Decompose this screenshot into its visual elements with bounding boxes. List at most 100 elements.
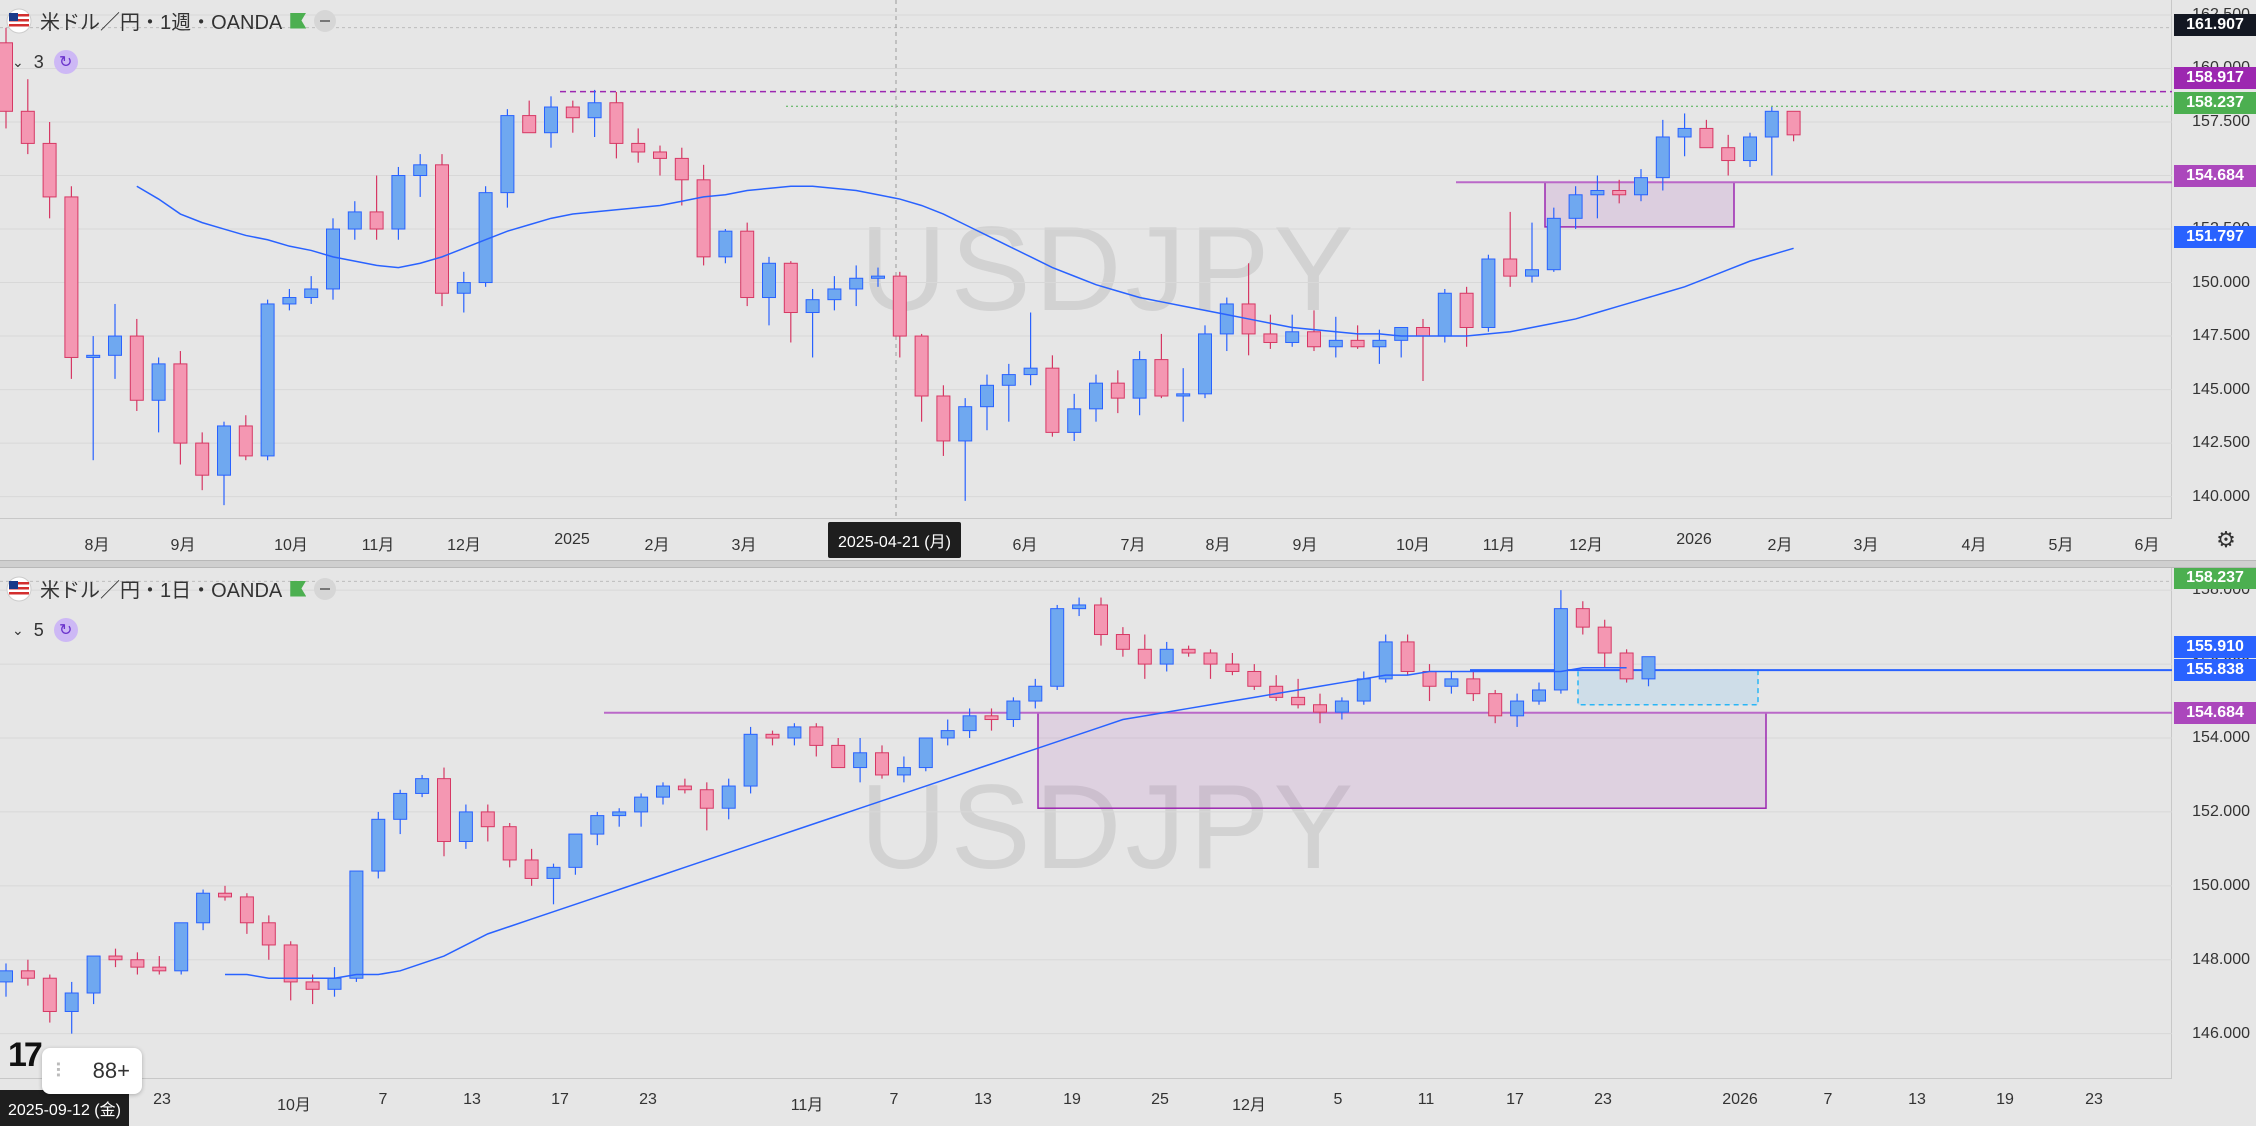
- candle[interactable]: [656, 782, 670, 805]
- candle[interactable]: [875, 745, 889, 779]
- candle[interactable]: [437, 767, 451, 857]
- weekly-chart-pane[interactable]: USDJPY 米ドル／円・1週・OANDA ⌄ 3 ↻ 162.500160.0…: [0, 0, 2256, 560]
- candle[interactable]: [196, 889, 211, 931]
- settings-gear-icon[interactable]: ⚙: [2216, 527, 2236, 552]
- candle[interactable]: [718, 229, 733, 264]
- candle[interactable]: [456, 271, 471, 313]
- candle[interactable]: [962, 708, 977, 738]
- candle[interactable]: [544, 96, 558, 148]
- refresh-icon[interactable]: ↻: [53, 618, 78, 642]
- candle[interactable]: [787, 723, 802, 746]
- candle[interactable]: [1263, 314, 1278, 349]
- candle[interactable]: [524, 848, 539, 886]
- candle[interactable]: [1269, 675, 1284, 702]
- candle[interactable]: [1394, 326, 1409, 358]
- candle[interactable]: [0, 963, 13, 997]
- candle[interactable]: [218, 885, 232, 901]
- candle[interactable]: [1372, 329, 1387, 364]
- candle[interactable]: [1154, 333, 1169, 399]
- candle[interactable]: [918, 737, 933, 772]
- candle[interactable]: [1612, 179, 1627, 204]
- candle[interactable]: [1655, 119, 1670, 191]
- candle[interactable]: [64, 186, 79, 379]
- candle[interactable]: [1525, 222, 1539, 283]
- candle[interactable]: [1137, 634, 1152, 679]
- candle[interactable]: [587, 89, 602, 137]
- candle[interactable]: [1006, 697, 1021, 727]
- candle[interactable]: [1510, 693, 1525, 727]
- hide-legend-button[interactable]: [314, 577, 337, 600]
- candle[interactable]: [1089, 374, 1103, 422]
- candle[interactable]: [1225, 653, 1240, 676]
- candle[interactable]: [590, 811, 605, 846]
- candle[interactable]: [1219, 297, 1234, 352]
- candle[interactable]: [831, 738, 846, 769]
- candle[interactable]: [1743, 132, 1757, 167]
- candle[interactable]: [1159, 641, 1174, 672]
- candle[interactable]: [130, 952, 145, 975]
- candle[interactable]: [762, 256, 776, 326]
- candle[interactable]: [1334, 697, 1349, 720]
- candle[interactable]: [853, 738, 868, 783]
- candle[interactable]: [1023, 312, 1038, 386]
- candle[interactable]: [174, 922, 189, 975]
- candle[interactable]: [984, 708, 999, 731]
- candle[interactable]: [783, 261, 798, 343]
- candle[interactable]: [1437, 288, 1452, 343]
- candle[interactable]: [1067, 393, 1082, 441]
- candle[interactable]: [1132, 351, 1147, 416]
- candle[interactable]: [129, 318, 144, 411]
- candle[interactable]: [1198, 325, 1212, 399]
- candle[interactable]: [108, 303, 122, 379]
- candle[interactable]: [1328, 316, 1343, 358]
- candle[interactable]: [152, 956, 167, 975]
- candle[interactable]: [699, 782, 714, 831]
- candle[interactable]: [283, 941, 298, 1001]
- candle[interactable]: [458, 804, 473, 849]
- candle[interactable]: [42, 122, 57, 219]
- candle[interactable]: [674, 147, 689, 206]
- candle[interactable]: [1466, 671, 1481, 702]
- candle[interactable]: [958, 398, 973, 501]
- candle[interactable]: [1028, 678, 1043, 709]
- indicator-toggle[interactable]: ⌄ 3 ↻: [12, 50, 78, 74]
- candle[interactable]: [1488, 689, 1503, 724]
- candle[interactable]: [565, 100, 580, 133]
- candle[interactable]: [1176, 368, 1191, 422]
- symbol-legend[interactable]: 米ドル／円・1日・OANDA: [6, 574, 337, 603]
- candle[interactable]: [1597, 619, 1612, 668]
- candle[interactable]: [696, 164, 711, 266]
- candle[interactable]: [612, 808, 627, 827]
- candle[interactable]: [1641, 656, 1656, 687]
- candle[interactable]: [86, 336, 101, 461]
- candle[interactable]: [391, 166, 406, 240]
- candle[interactable]: [721, 778, 736, 820]
- candle[interactable]: [20, 79, 35, 155]
- candle[interactable]: [502, 823, 517, 868]
- candle[interactable]: [478, 186, 493, 287]
- candle[interactable]: [1444, 671, 1459, 694]
- entry-zone-box[interactable]: [1577, 669, 1759, 706]
- candle[interactable]: [1786, 110, 1801, 142]
- candle[interactable]: [435, 154, 449, 307]
- candle[interactable]: [940, 719, 955, 746]
- candle[interactable]: [1378, 634, 1393, 683]
- candle[interactable]: [568, 833, 583, 875]
- candle[interactable]: [677, 778, 692, 794]
- candle[interactable]: [634, 793, 649, 827]
- candle[interactable]: [936, 385, 951, 456]
- candle[interactable]: [500, 109, 515, 208]
- candle[interactable]: [1634, 169, 1648, 202]
- daily-chart-pane[interactable]: USDJPY 米ドル／円・1日・OANDA ⌄ 5 ↻ 158.000156.0…: [0, 568, 2256, 1120]
- candle[interactable]: [1400, 634, 1415, 676]
- candle[interactable]: [765, 730, 780, 746]
- candle[interactable]: [151, 357, 166, 433]
- candle[interactable]: [0, 27, 13, 129]
- demand-zone-box[interactable]: [1037, 711, 1767, 809]
- candle[interactable]: [369, 175, 384, 240]
- candle[interactable]: [1416, 318, 1430, 382]
- candle[interactable]: [980, 374, 994, 431]
- candle[interactable]: [108, 948, 123, 968]
- candle[interactable]: [326, 218, 340, 300]
- candle[interactable]: [327, 967, 342, 997]
